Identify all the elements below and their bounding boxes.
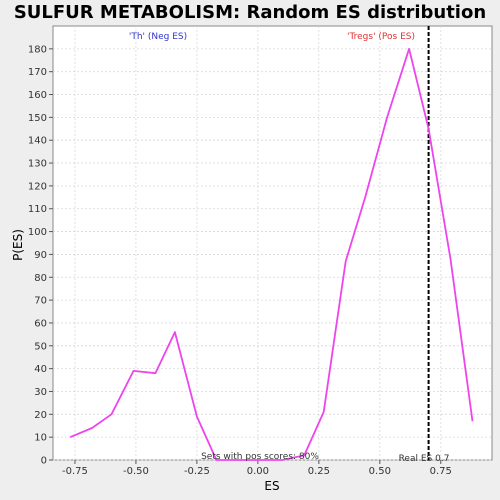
- pos-es-label: 'Tregs' (Pos ES): [347, 32, 415, 42]
- x-axis-ticks: -0.75 -0.50 -0.25 0.00 0.25 0.50 0.75: [62, 460, 452, 477]
- y-tick-label: 50: [34, 341, 47, 352]
- y-tick-label: 120: [28, 181, 47, 192]
- y-tick-label: 100: [28, 227, 47, 238]
- y-tick-label: 90: [34, 250, 47, 261]
- real-es-label: Real ES 0.7: [399, 454, 450, 464]
- x-tick-label: -0.25: [184, 466, 210, 477]
- y-tick-label: 160: [28, 90, 47, 101]
- y-tick-label: 170: [28, 67, 47, 78]
- y-tick-label: 0: [41, 456, 47, 467]
- y-tick-label: 20: [34, 410, 47, 421]
- y-tick-label: 110: [28, 204, 47, 215]
- x-tick-label: 0.00: [247, 466, 269, 477]
- y-tick-label: 180: [28, 44, 47, 55]
- neg-es-label: 'Th' (Neg ES): [129, 32, 187, 42]
- y-tick-label: 130: [28, 159, 47, 170]
- x-tick-label: -0.50: [123, 466, 149, 477]
- series-layer: [69, 47, 474, 461]
- x-tick-label: 0.50: [369, 466, 391, 477]
- y-tick-label: 10: [34, 433, 47, 444]
- gridlines: [53, 26, 492, 461]
- y-axis-label: P(ES): [11, 229, 25, 261]
- y-axis-ticks: 0 10 20 30 40 50 60 70 80 90 100 110 120 130 140 150 160…: [28, 44, 53, 467]
- y-tick-label: 80: [34, 273, 47, 284]
- x-axis-label: ES: [264, 479, 279, 493]
- chart-title: SULFUR METABOLISM: Random ES distributio…: [14, 2, 486, 23]
- y-tick-label: 150: [28, 113, 47, 124]
- y-tick-label: 30: [34, 387, 47, 398]
- plot-area: [52, 25, 493, 461]
- y-tick-label: 40: [34, 364, 47, 375]
- x-tick-label: 0.75: [430, 466, 452, 477]
- y-tick-label: 140: [28, 136, 47, 147]
- pos-scores-note: Sets with pos scores: 80%: [201, 452, 319, 462]
- y-tick-label: 60: [34, 318, 47, 329]
- y-tick-label: 70: [34, 296, 47, 307]
- x-tick-label: 0.25: [308, 466, 330, 477]
- series-line: [69, 47, 474, 461]
- x-tick-label: -0.75: [62, 466, 88, 477]
